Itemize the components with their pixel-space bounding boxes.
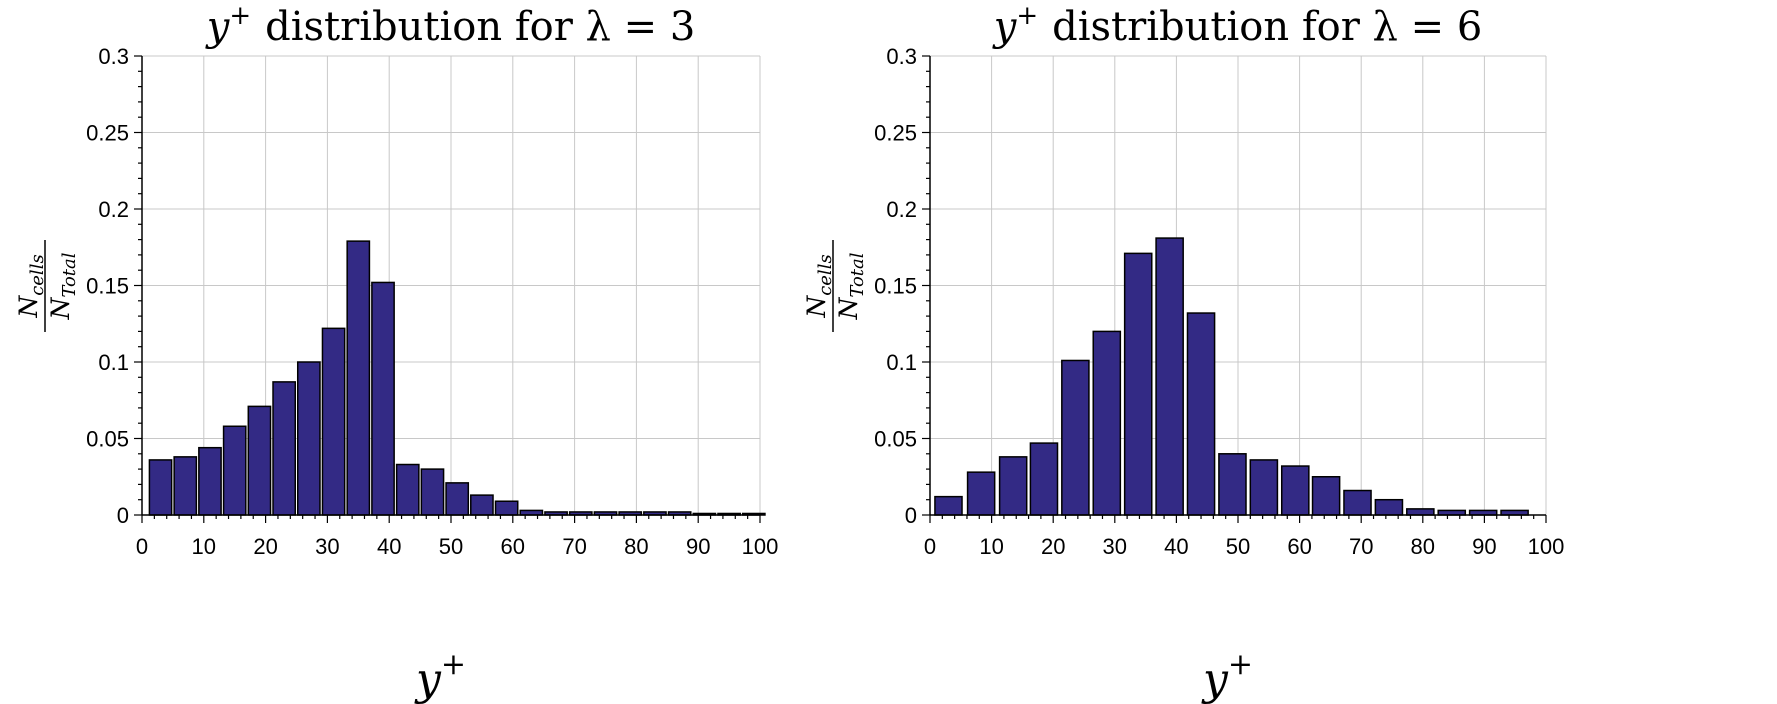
bar [272,381,297,516]
x-axis-label: y+ [1201,647,1253,704]
bar [1155,237,1184,516]
bar [247,405,272,516]
y-label-denominator: NTotal [46,252,80,320]
y-tick-label: 0.2 [98,197,129,222]
bar [1406,508,1435,516]
x-tick-label: 100 [742,534,779,559]
bar [296,361,321,516]
x-tick-label: 30 [315,534,339,559]
bar [470,494,494,516]
y-tick-label: 0.1 [886,350,917,375]
y-tick-label: 0.05 [86,427,129,452]
y-tick-label: 0.25 [86,121,129,146]
bar [1311,476,1341,516]
bar [346,240,371,516]
y-tick-label: 0.2 [886,197,917,222]
bar [1343,489,1372,516]
x-tick-label: 100 [1528,534,1565,559]
x-tick-label: 10 [192,534,216,559]
bar [998,456,1028,516]
x-tick-label: 20 [253,534,277,559]
bar [1280,465,1310,516]
y-tick-label: 0.15 [86,274,129,299]
x-tick-label: 80 [624,534,648,559]
y-tick-label: 0 [117,503,129,528]
x-tick-label: 40 [1164,534,1188,559]
x-tick-label: 50 [1226,534,1250,559]
bar [934,495,963,516]
x-tick-label: 90 [1472,534,1496,559]
y-tick-label: 0.05 [874,427,917,452]
bar [420,468,445,516]
bar [1123,252,1153,516]
x-tick-label: 0 [136,534,148,559]
y-label-numerator: Ncells [14,254,48,318]
x-tick-label: 70 [1349,534,1373,559]
x-tick-label: 50 [439,534,463,559]
y-tick-label: 0.25 [874,121,917,146]
chart-panel-2: 0 10 20 30 40 50 60 70 80 90 100 0 0.05 0.1 0.15 0.2 0.2… [802,1,1564,704]
bar [1029,442,1059,516]
bar [222,425,247,516]
bar [173,456,198,516]
x-tick-label: 60 [1287,534,1311,559]
y-tick-label: 0.1 [98,350,129,375]
chart-title: y+ distribution for λ = 6 [992,1,1483,50]
bar [494,500,519,516]
bar [371,281,395,516]
bar [1374,498,1404,516]
x-tick-label: 10 [979,534,1003,559]
bar [966,471,996,516]
y-label-numerator: Ncells [802,254,836,318]
x-tick-label: 70 [562,534,586,559]
x-tick-label: 20 [1041,534,1065,559]
bar [1249,459,1279,516]
chart-title: y+ distribution for λ = 3 [205,1,696,50]
bar [445,482,470,516]
x-tick-label: 90 [686,534,710,559]
chart-panel-1: 0 10 20 30 40 50 60 70 80 90 100 0 0.05 0.1 0.15 0.2 0.2… [14,1,778,704]
x-tick-label: 60 [501,534,525,559]
bar [1061,359,1090,516]
y-label-denominator: NTotal [834,252,868,320]
x-tick-label: 80 [1411,534,1435,559]
y-tick-label: 0.3 [886,44,917,69]
bar [1092,330,1122,516]
bar [395,463,420,516]
bar [148,459,173,516]
x-tick-label: 0 [924,534,936,559]
x-tick-label: 30 [1103,534,1127,559]
y-tick-label: 0 [905,503,917,528]
bar [1218,453,1247,516]
x-axis-label: y+ [414,647,466,704]
x-tick-label: 40 [377,534,401,559]
bar [198,446,222,516]
y-tick-label: 0.15 [874,274,917,299]
bar [321,327,346,516]
y-tick-label: 0.3 [98,44,129,69]
bar [1186,312,1216,516]
